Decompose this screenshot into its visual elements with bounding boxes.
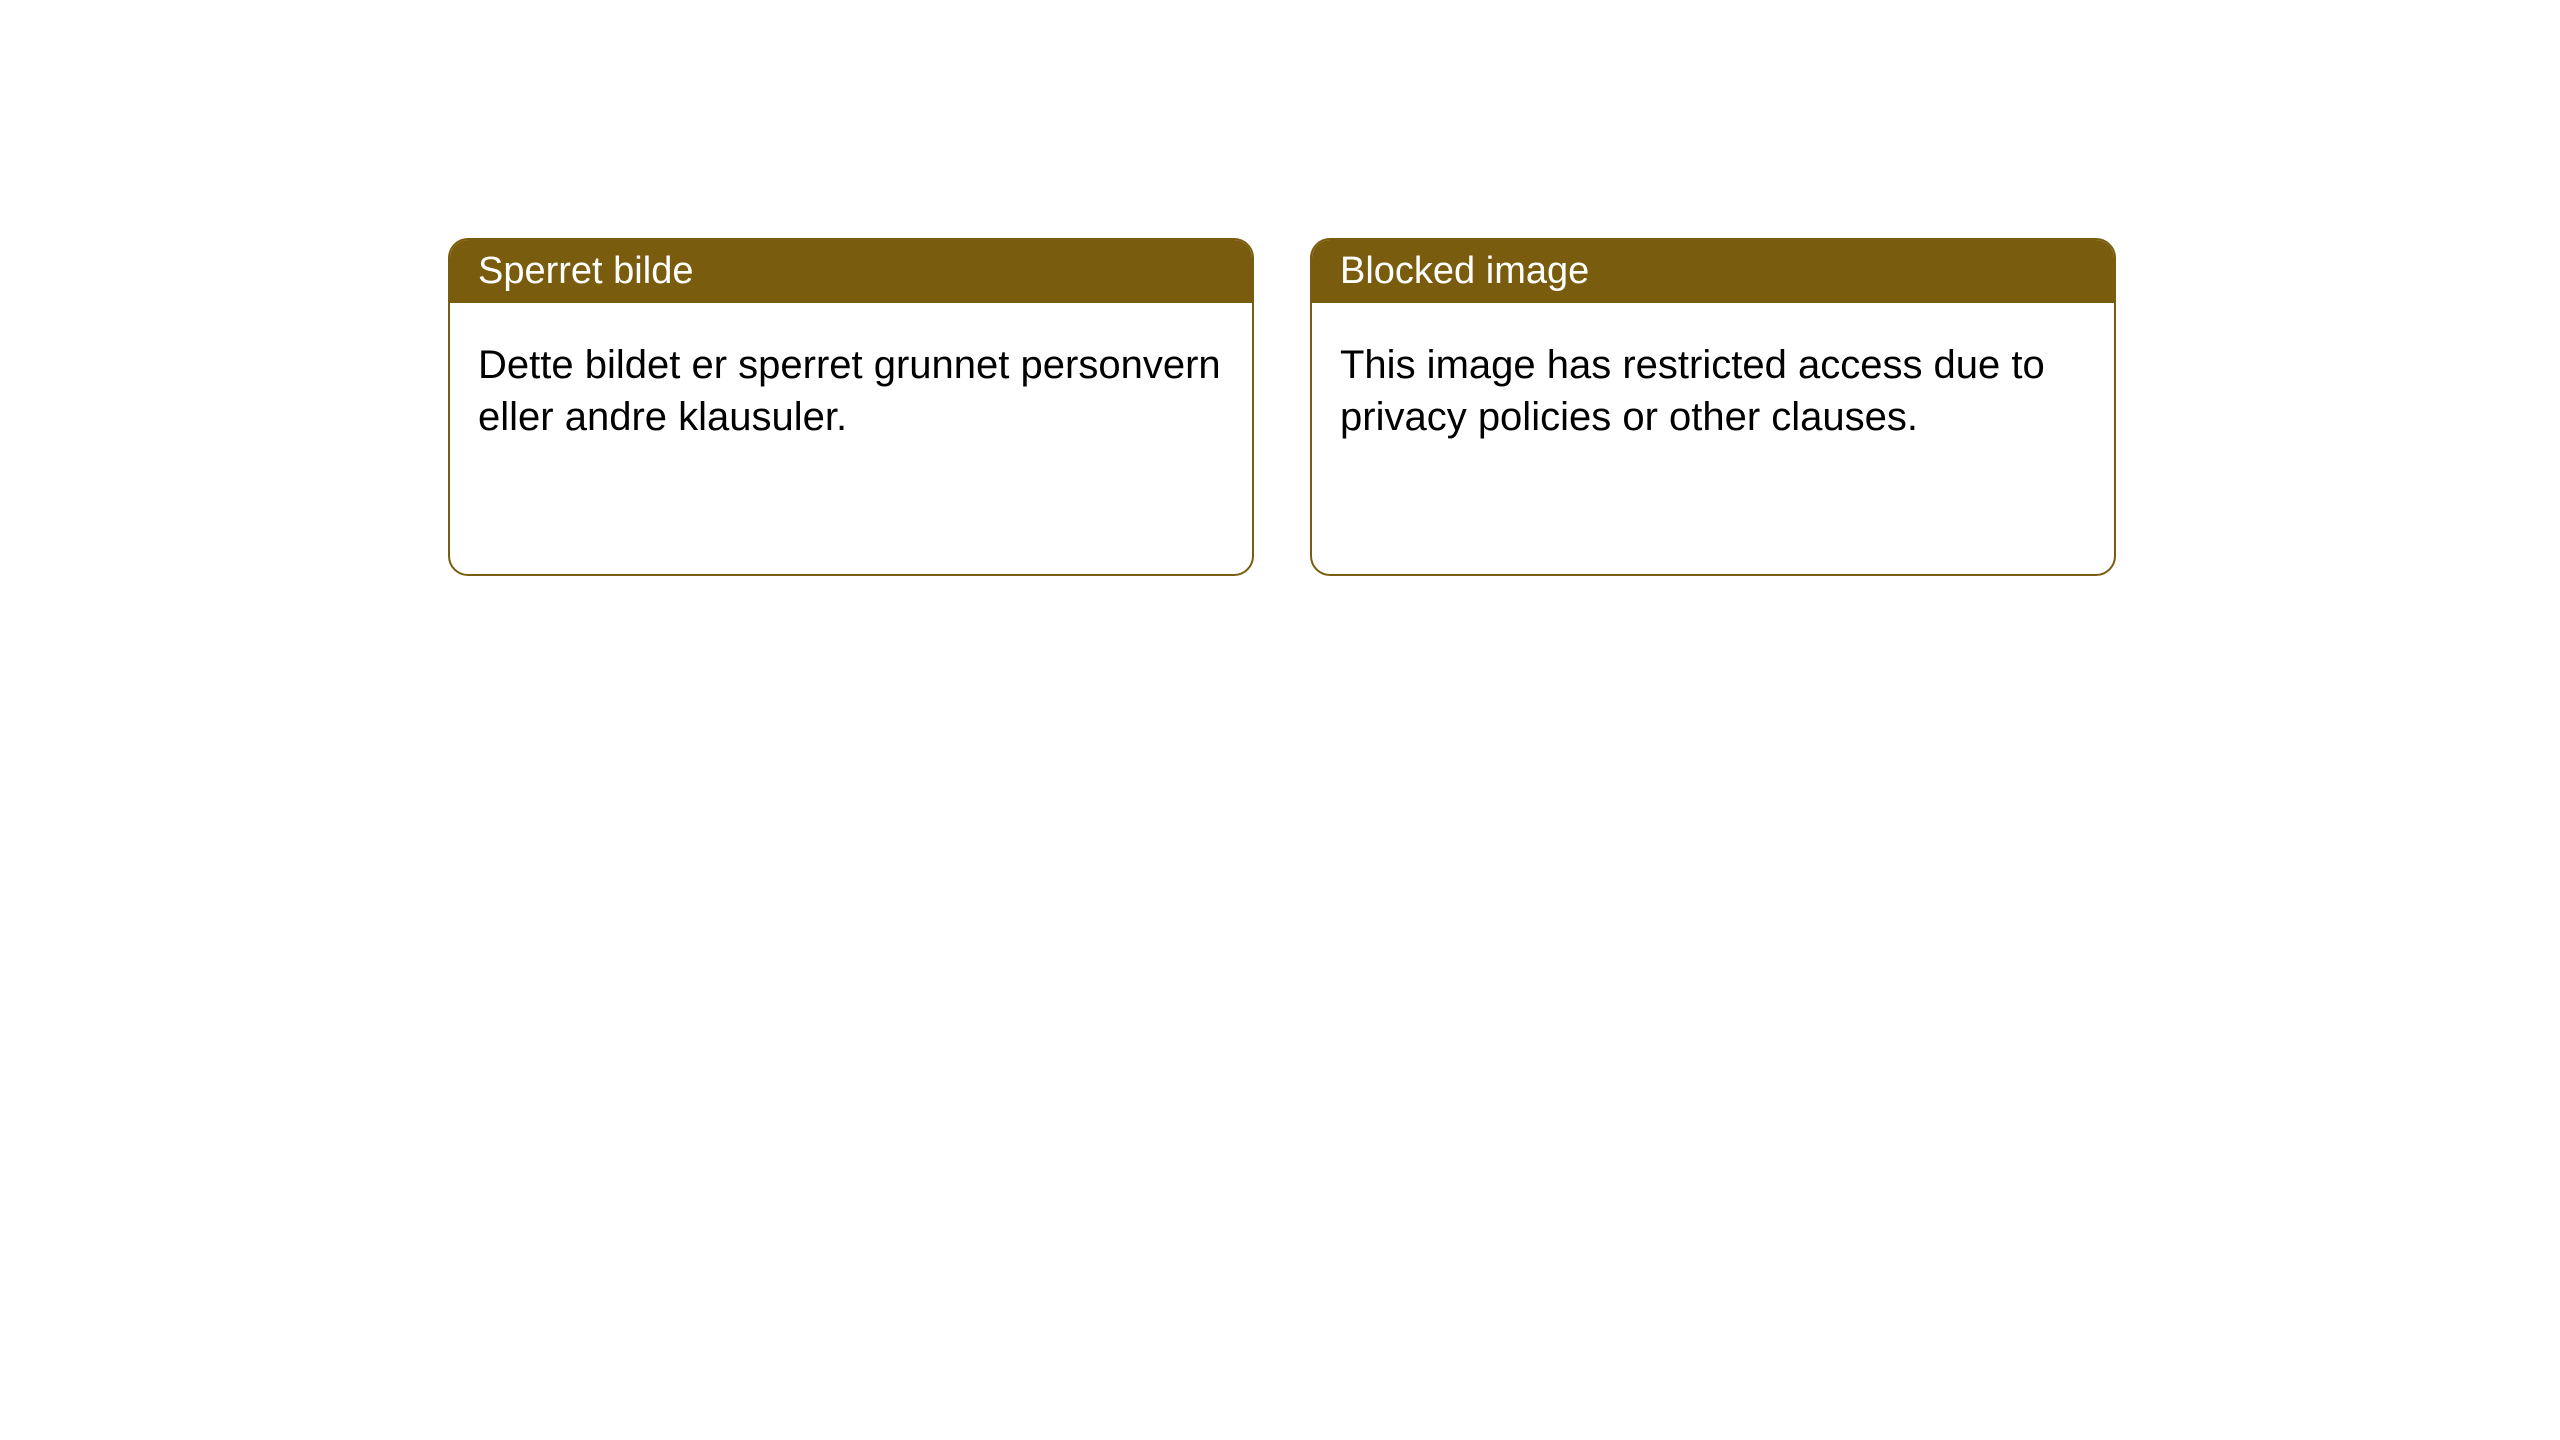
card-title-en: Blocked image [1340,250,1589,292]
cards-container: Sperret bilde Dette bildet er sperret gr… [448,238,2116,576]
card-body-en: This image has restricted access due to … [1312,303,2114,479]
blocked-image-card-en: Blocked image This image has restricted … [1310,238,2116,576]
blocked-image-card-no: Sperret bilde Dette bildet er sperret gr… [448,238,1254,576]
card-header-en: Blocked image [1312,240,2114,303]
card-body-no: Dette bildet er sperret grunnet personve… [450,303,1252,479]
card-header-no: Sperret bilde [450,240,1252,303]
card-title-no: Sperret bilde [478,250,693,292]
card-text-en: This image has restricted access due to … [1340,343,2045,439]
card-text-no: Dette bildet er sperret grunnet personve… [478,343,1221,439]
